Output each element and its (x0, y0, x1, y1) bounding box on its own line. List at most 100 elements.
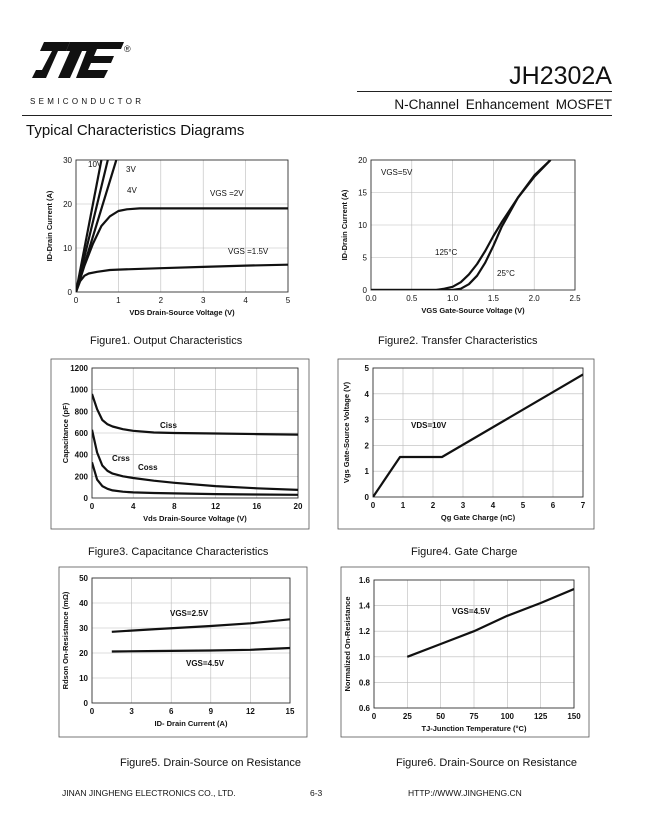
y-tick-label: 10 (358, 221, 367, 230)
y-axis-label: ID-Drain Current (A) (45, 190, 54, 261)
x-axis-label: ID- Drain Current (A) (155, 719, 228, 728)
curve-label: 25°C (497, 269, 515, 278)
x-tick-label: 100 (501, 712, 515, 721)
y-tick-label: 2 (365, 441, 370, 450)
y-tick-label: 1.2 (359, 627, 371, 636)
series-line (76, 160, 109, 292)
x-tick-label: 4 (131, 502, 136, 511)
x-tick-label: 50 (436, 712, 445, 721)
curve-label: VGS=5V (381, 168, 413, 177)
chart-1: 0 1 2 3 4 5 0 10 20 30 VDS Drain-Source Voltage (V… (45, 156, 291, 317)
x-tick-label: 9 (209, 707, 214, 716)
x-tick-label: 20 (294, 502, 303, 511)
plot-area (91, 577, 291, 704)
x-tick-label: 25 (403, 712, 412, 721)
x-tick-label: 6 (169, 707, 174, 716)
figure1-output-characteristics: 0 1 2 3 4 5 0 10 20 30 VDS Drain-Source Voltage (V… (45, 156, 291, 317)
curve-label: 125°C (435, 248, 458, 257)
y-tick-label: 200 (75, 472, 89, 481)
x-axis-label: Vds Drain-Source Voltage (V) (143, 514, 247, 523)
x-tick-label: 4 (243, 296, 248, 305)
figure4-gate-charge: 0 1 2 3 4 5 6 7 0 1 2 3 4 5 Qg Gate Charge (nC) Vgs Gat… (337, 358, 595, 530)
x-tick-label: 1 (116, 296, 121, 305)
company-logo (32, 42, 124, 78)
x-tick-label: 2.5 (569, 294, 581, 303)
series-line (92, 429, 298, 491)
series-line (371, 160, 552, 290)
x-tick-label: 3 (201, 296, 206, 305)
footer-url: HTTP://WWW.JINGHENG.CN (408, 788, 522, 798)
x-tick-label: 2 (431, 501, 436, 510)
x-tick-label: 0 (90, 707, 95, 716)
x-tick-label: 5 (286, 296, 291, 305)
y-tick-label: 600 (75, 429, 89, 438)
x-axis-label: VDS Drain-Source Voltage (V) (129, 308, 235, 317)
x-tick-label: 1 (401, 501, 406, 510)
y-tick-label: 1000 (70, 386, 88, 395)
semiconductor-label: SEMICONDUCTOR (30, 97, 145, 106)
part-number: JH2302A (509, 62, 612, 90)
curve-label: Ciss (160, 421, 177, 430)
y-tick-label: 0 (84, 699, 89, 708)
y-tick-label: 800 (75, 407, 89, 416)
curve-label: VDS=10V (411, 421, 447, 430)
y-tick-label: 1200 (70, 364, 88, 373)
figure2-transfer-characteristics: 0.0 0.5 1.0 1.5 2.0 2.5 0 5 10 15 20 VGS Gate-Sourc… (340, 156, 581, 315)
plot-area (75, 159, 289, 293)
x-tick-label: 0 (371, 501, 376, 510)
curve-label: Coss (138, 463, 158, 472)
curve-label: 3V (126, 165, 136, 174)
x-tick-label: 0 (74, 296, 79, 305)
series-line (111, 618, 290, 633)
curve-label: 4V (127, 186, 137, 195)
footer-company: JINAN JINGHENG ELECTRONICS CO., LTD. (62, 788, 236, 798)
series-line (111, 646, 290, 653)
x-tick-label: 0.5 (406, 294, 418, 303)
x-tick-label: 4 (491, 501, 496, 510)
x-tick-label: 1.5 (488, 294, 500, 303)
curve-label: 10V (88, 160, 103, 169)
curve-label: VGS=4.5V (452, 607, 491, 616)
figure4-caption: Figure4. Gate Charge (411, 546, 518, 558)
x-axis-label: VGS Gate-Source Voltage (V) (421, 306, 525, 315)
y-axis-label: Normalized On-Resistance (343, 596, 352, 691)
y-tick-label: 400 (75, 451, 89, 460)
y-axis-label: Capacitance (pF) (61, 402, 70, 463)
y-tick-label: 5 (365, 364, 370, 373)
x-tick-label: 3 (129, 707, 134, 716)
series-line (92, 393, 298, 436)
x-tick-label: 0.0 (365, 294, 377, 303)
x-tick-label: 75 (470, 712, 479, 721)
series-line (76, 263, 288, 292)
y-tick-label: 5 (363, 254, 368, 263)
y-tick-label: 30 (63, 156, 72, 165)
y-tick-label: 20 (79, 649, 88, 658)
curve-label: VGS=4.5V (186, 659, 225, 668)
y-tick-label: 15 (358, 189, 367, 198)
x-axis-label: Qg Gate Charge (nC) (441, 513, 516, 522)
x-tick-label: 16 (252, 502, 261, 511)
y-tick-label: 3 (365, 416, 370, 425)
x-tick-label: 6 (551, 501, 556, 510)
x-tick-label: 2.0 (529, 294, 541, 303)
y-tick-label: 40 (79, 599, 88, 608)
chart-4: 0 1 2 3 4 5 6 7 0 1 2 3 4 5 Qg Gate Charge (nC) Vgs Gat… (337, 358, 595, 530)
plot-area (370, 159, 576, 291)
y-tick-label: 0 (365, 493, 370, 502)
chart-6: 0 25 50 75 100 125 150 0.6 0.8 1.0 1.2 1.4 1.6 TJ-Jun… (340, 566, 590, 738)
registered-mark: ® (124, 44, 131, 54)
x-tick-label: 5 (521, 501, 526, 510)
x-tick-label: 0 (90, 502, 95, 511)
y-tick-label: 0 (84, 494, 89, 503)
figure1-caption: Figure1. Output Characteristics (90, 335, 243, 347)
y-axis-label: ID-Drain Current (A) (340, 189, 349, 260)
chart-frame (337, 358, 595, 530)
y-tick-label: 0 (363, 286, 368, 295)
plot-area (372, 367, 584, 498)
x-tick-label: 150 (567, 712, 581, 721)
header-divider (22, 115, 612, 116)
figure6-normalized-on-resistance: 0 25 50 75 100 125 150 0.6 0.8 1.0 1.2 1.4 1.6 TJ-Jun… (340, 566, 590, 738)
x-tick-label: 8 (172, 502, 177, 511)
